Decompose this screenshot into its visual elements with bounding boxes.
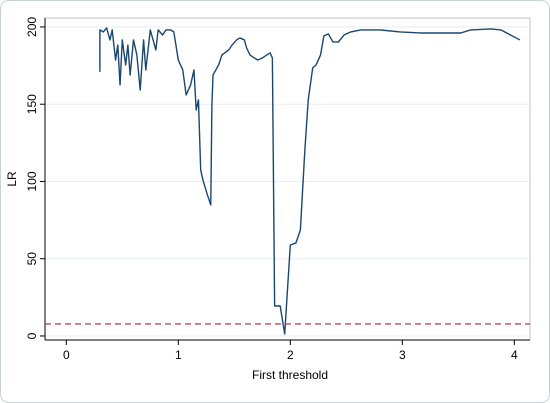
y-tick-label: 200 bbox=[25, 17, 39, 37]
y-tick-label: 150 bbox=[25, 94, 39, 114]
x-tick-label: 2 bbox=[287, 348, 294, 362]
data-line bbox=[99, 27, 521, 335]
y-axis-label: LR bbox=[5, 171, 19, 187]
x-tick-label: 4 bbox=[511, 348, 518, 362]
y-tick-label: 50 bbox=[25, 252, 39, 266]
y-tick-label: 100 bbox=[25, 171, 39, 191]
x-tick-label: 0 bbox=[63, 348, 70, 362]
x-tick-label: 1 bbox=[175, 348, 182, 362]
x-tick-label: 3 bbox=[399, 348, 406, 362]
x-axis-label: First threshold bbox=[252, 368, 328, 382]
y-tick-label: 0 bbox=[25, 332, 39, 339]
